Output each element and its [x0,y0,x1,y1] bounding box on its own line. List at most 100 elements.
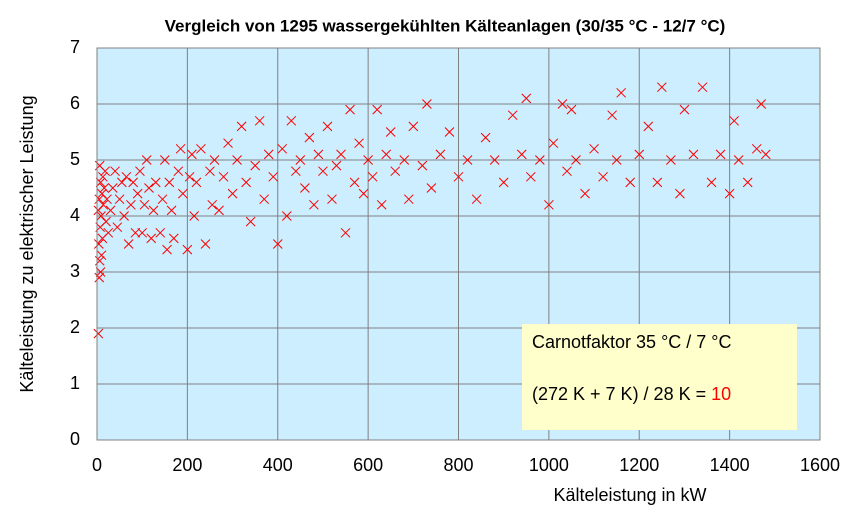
annotation-line: (272 K + 7 K) / 28 K = 10 [532,384,731,404]
point [95,177,106,188]
point [139,199,150,210]
point [155,227,166,238]
point [281,211,292,221]
point [114,194,125,205]
point [99,183,110,193]
point [141,155,152,165]
point [245,216,256,227]
point [277,143,288,154]
point [566,104,577,115]
point [422,99,432,109]
point [616,87,627,98]
point [126,199,136,210]
point [189,211,200,221]
point [121,171,132,182]
point [656,82,667,93]
point [107,183,118,193]
point [666,155,676,165]
y-tick-label: 6 [70,93,80,113]
point [98,171,108,182]
point [625,177,636,188]
point [675,188,685,199]
point [403,194,414,205]
point [367,171,378,182]
point [363,155,373,165]
point [94,194,105,205]
point [598,171,608,182]
point [254,115,265,126]
point [214,205,224,216]
point [119,211,129,221]
point [557,99,568,109]
point [652,177,663,188]
point [227,188,238,199]
point [300,183,310,193]
point [116,177,127,188]
y-tick-label: 1 [70,373,80,393]
plot-border [96,47,821,441]
point [607,110,617,121]
point [196,143,206,154]
chart-title: Vergleich von 1295 wassergekühlten Kälte… [165,16,726,35]
point [286,115,297,126]
point [175,143,186,154]
point [756,99,767,109]
point [697,82,708,93]
annotation-box [522,324,797,430]
point [250,160,261,171]
x-tick-label: 800 [443,455,473,475]
x-tick-label: 200 [172,455,202,475]
point [679,104,690,115]
point [263,149,274,160]
point [706,177,717,188]
x-tick-label: 1400 [710,455,750,475]
point [562,166,572,177]
x-tick-label: 400 [263,455,293,475]
point [358,188,369,199]
x-tick-label: 600 [353,455,383,475]
point [751,143,762,154]
point [95,267,106,277]
point [130,227,141,238]
point [150,177,161,188]
y-tick-label: 3 [70,261,80,281]
point [102,194,112,205]
point [259,194,270,205]
point [471,194,482,205]
x-tick-label: 1600 [800,455,840,475]
y-axis-label: Kälteleistung zu elektrischer Leistung [17,95,37,392]
point [123,239,134,249]
point [132,188,143,199]
x-tick-label: 0 [92,455,102,475]
point [372,104,383,115]
point [182,244,193,255]
point [462,155,473,165]
point [715,149,726,160]
point [733,155,744,165]
y-tick-label: 0 [70,429,80,449]
point [349,177,360,188]
point [223,138,233,149]
point [611,155,622,165]
point [146,233,157,244]
point [137,227,148,238]
point [218,171,229,182]
point [408,121,419,132]
point [191,177,202,188]
point [128,177,139,188]
point [516,149,527,160]
point [232,155,242,165]
point [426,183,437,193]
point [157,194,168,205]
point [164,177,175,188]
point [742,177,753,188]
point [571,155,581,165]
point [313,149,324,160]
point [589,143,599,154]
point [272,239,283,249]
point [318,166,328,177]
point [580,188,590,199]
point [268,171,279,182]
point [241,177,251,188]
